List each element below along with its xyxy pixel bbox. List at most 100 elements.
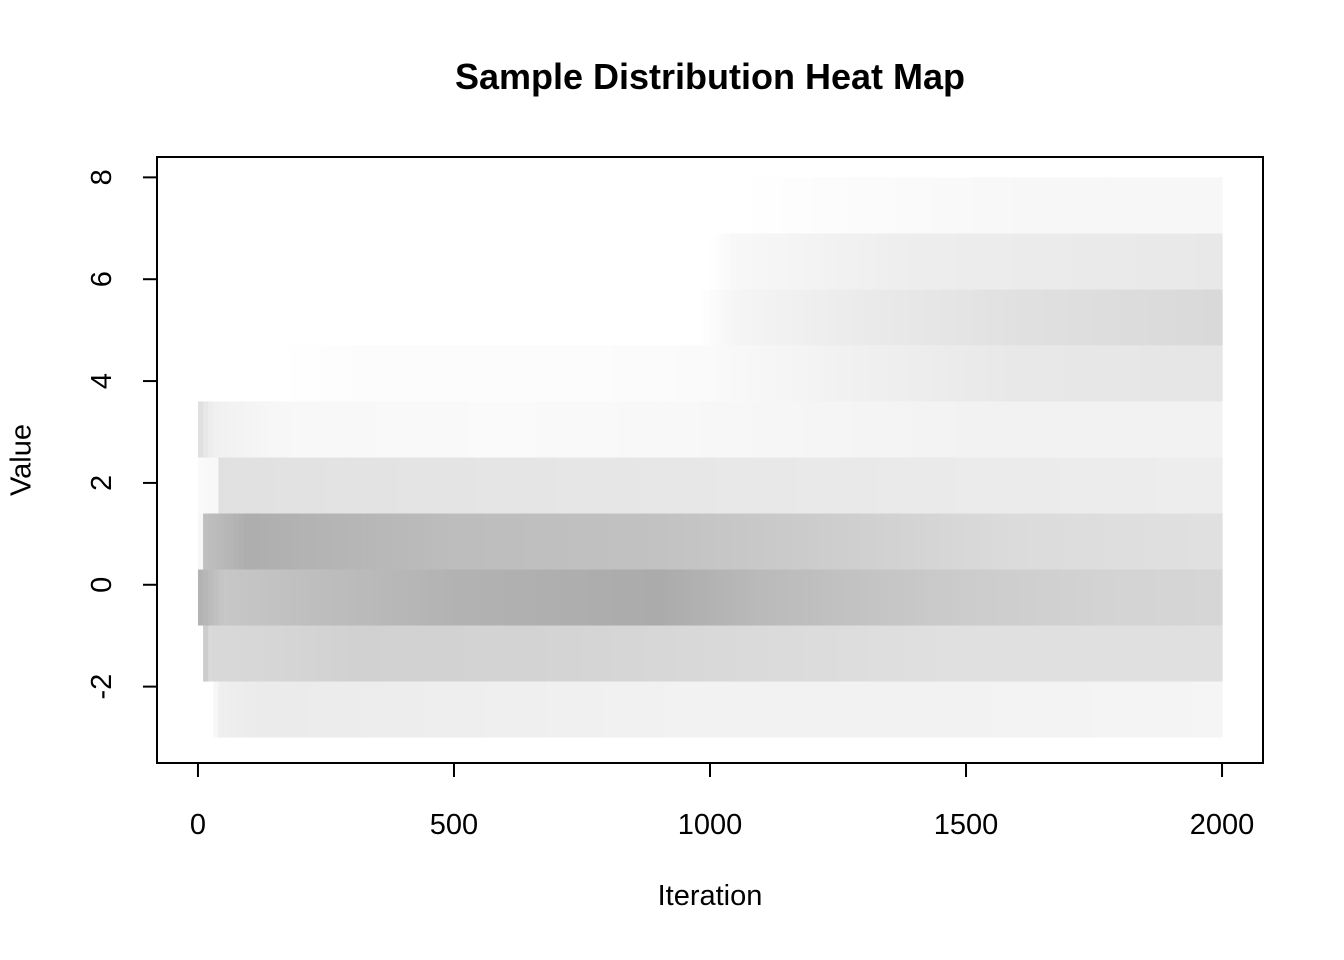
heatmap-cell [341,681,348,738]
heatmap-cell [612,569,619,626]
heatmap-cell [720,569,726,626]
heatmap-cell [223,513,230,570]
heatmap-cell [1206,401,1213,458]
heatmap-cell [735,233,742,290]
heatmap-cell [1006,401,1013,458]
heatmap-cell [884,401,890,458]
heatmap-cell [218,569,225,626]
heatmap-cell [1216,569,1223,626]
heatmap-cell [300,681,307,738]
heatmap-cell [438,681,445,738]
heatmap-cell [1027,233,1034,290]
heatmap-cell [612,457,619,514]
heatmap-cell [638,457,645,514]
heatmap-cell [899,177,906,234]
heatmap-cell [1073,625,1080,682]
heatmap-cell [750,289,757,346]
heatmap-cell [971,681,977,738]
heatmap-cell [715,625,721,682]
heatmap-cell [930,513,936,570]
heatmap-cell [448,457,455,514]
heatmap-cell [1088,289,1095,346]
heatmap-cell [1175,289,1182,346]
heatmap-cell [925,625,931,682]
heatmap-cell [1053,401,1059,458]
heatmap-cell [264,457,271,514]
heatmap-cell [1099,569,1105,626]
heatmap-cell [520,401,527,458]
heatmap-cell [720,345,726,402]
heatmap-cell [1160,345,1167,402]
heatmap-cell [1053,289,1059,346]
heatmap-cell [418,681,424,738]
heatmap-cell [781,457,788,514]
heatmap-cell [1196,625,1203,682]
heatmap-cell [510,457,517,514]
heatmap-cell [617,569,624,626]
heatmap-cell [884,513,890,570]
heatmap-cell [1170,625,1177,682]
heatmap-cell [950,233,957,290]
heatmap-cell [290,457,296,514]
heatmap-cell [587,569,593,626]
heatmap-cell [356,681,363,738]
heatmap-cell [1124,569,1131,626]
heatmap-cell [884,177,890,234]
heatmap-cell [1073,345,1080,402]
heatmap-cell [925,513,931,570]
heatmap-cell [827,569,834,626]
heatmap-cell [648,513,655,570]
heatmap-cell [715,513,721,570]
heatmap-cell [387,569,394,626]
heatmap-cell [822,233,829,290]
heatmap-cell [884,569,890,626]
heatmap-cell [868,345,875,402]
heatmap-cell [1165,345,1172,402]
heatmap-cell [290,625,296,682]
heatmap-cell [955,569,962,626]
heatmap-cell [428,513,435,570]
heatmap-cell [756,681,762,738]
heatmap-cell [1129,233,1136,290]
heatmap-cell [817,513,824,570]
heatmap-cell [756,569,762,626]
heatmap-cell [878,289,885,346]
heatmap-cell [981,513,988,570]
heatmap-cell [945,513,952,570]
heatmap-cell [909,401,916,458]
heatmap-cell [730,625,737,682]
heatmap-cell [1017,233,1023,290]
heatmap-cell [233,625,240,682]
heatmap-cell [1022,569,1029,626]
heatmap-cell [285,681,291,738]
heatmap-cell [223,457,230,514]
heatmap-cell [351,569,358,626]
heatmap-cell [878,233,885,290]
heatmap-cell [1186,233,1192,290]
heatmap-cell [827,513,834,570]
heatmap-cell [1165,513,1172,570]
heatmap-cell [1129,457,1136,514]
heatmap-cell [858,681,865,738]
heatmap-cell [1165,457,1172,514]
heatmap-cell [1063,401,1070,458]
heatmap-cell [356,513,363,570]
heatmap-cell [1134,345,1141,402]
heatmap-cell [1170,569,1177,626]
heatmap-cell [1170,457,1177,514]
heatmap-cell [1012,345,1018,402]
heatmap-cell [1129,681,1136,738]
heatmap-cell [361,513,368,570]
heatmap-cell [494,513,501,570]
heatmap-cell [986,401,993,458]
heatmap-cell [771,513,778,570]
heatmap-cell [715,681,721,738]
heatmap-cell [1165,681,1172,738]
heatmap-cell [1104,513,1110,570]
heatmap-cell [443,345,450,402]
heatmap-cell [218,513,225,570]
heatmap-cell [638,681,645,738]
heatmap-cell [1053,625,1059,682]
heatmap-cell [213,569,220,626]
heatmap-cell [791,289,798,346]
